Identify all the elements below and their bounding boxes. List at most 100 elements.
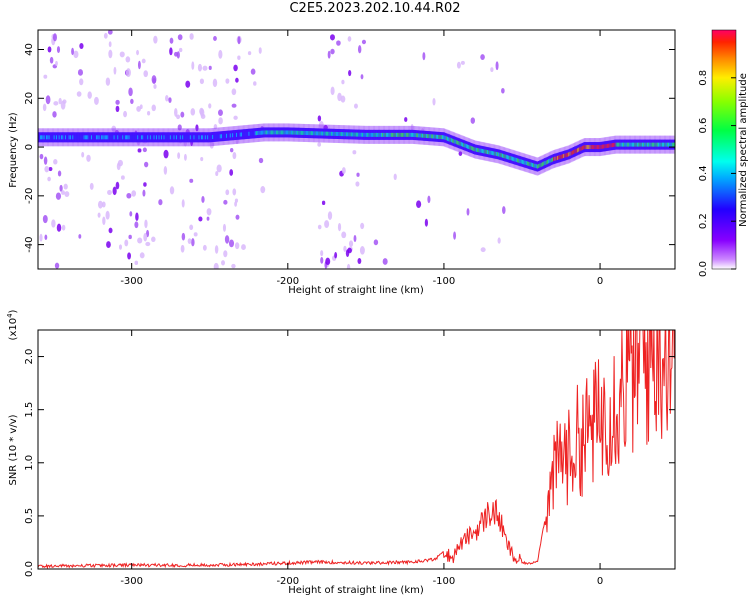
ridge-peak xyxy=(480,148,483,153)
ridge-peak xyxy=(346,132,348,137)
heat-speckle xyxy=(53,101,59,106)
ridge-peak xyxy=(548,159,550,164)
ridge-peak xyxy=(487,150,489,155)
ridge-peak xyxy=(264,130,267,135)
ridge-peak xyxy=(620,142,623,147)
heat-speckle xyxy=(44,234,48,240)
ridge-peak xyxy=(67,135,69,140)
ridge-peak xyxy=(317,131,319,136)
ridge-peak xyxy=(289,130,292,135)
heat-speckle xyxy=(58,97,62,105)
ridge-peak xyxy=(388,132,390,137)
heat-speckle xyxy=(320,250,324,257)
ridge-peak xyxy=(582,145,584,150)
ridge-peak xyxy=(508,155,510,160)
heat-speckle xyxy=(212,78,218,88)
x-tick-label: -300 xyxy=(120,276,143,287)
ridge-peak xyxy=(468,145,470,150)
heat-speckle xyxy=(144,161,149,168)
ridge-peak xyxy=(534,163,537,168)
heat-speckle xyxy=(108,49,113,59)
ridge-peak xyxy=(384,132,387,137)
heat-speckle xyxy=(125,68,131,77)
ridge-peak xyxy=(244,132,247,137)
ridge-peak xyxy=(442,135,444,140)
ridge-peak xyxy=(373,132,375,137)
heat-speckle xyxy=(229,169,234,176)
ridge-peak xyxy=(143,135,146,140)
heat-speckle xyxy=(139,104,143,110)
ridge-peak xyxy=(217,134,219,139)
ridge-peak xyxy=(609,143,611,148)
heat-speckle xyxy=(115,181,120,190)
heat-speckle xyxy=(51,219,56,228)
ridge-peak xyxy=(574,149,576,154)
heat-speckle xyxy=(112,186,117,196)
ridge-peak xyxy=(367,132,369,137)
heat-speckle xyxy=(118,244,123,250)
ridge-peak xyxy=(634,142,636,147)
ridge-peak xyxy=(154,135,157,140)
heat-speckle xyxy=(213,36,217,41)
ridge-peak xyxy=(662,142,664,147)
ridge-peak xyxy=(577,148,579,153)
heat-speckle xyxy=(225,78,230,84)
ridge-peak xyxy=(297,130,299,135)
ridge-peak xyxy=(336,131,338,136)
ridge-peak xyxy=(243,132,245,137)
ridge-peak xyxy=(413,132,415,137)
heat-speckle xyxy=(325,257,331,266)
heat-speckle xyxy=(260,186,266,194)
heat-speckle xyxy=(330,34,335,41)
ridge-peak xyxy=(448,137,450,142)
ridge-peak xyxy=(422,133,424,138)
ridge-peak xyxy=(136,135,138,140)
ridge-peak xyxy=(612,143,614,148)
ridge-peak xyxy=(607,143,609,148)
ridge-peak xyxy=(559,155,561,160)
heat-speckle xyxy=(53,159,58,165)
heat-speckle xyxy=(424,218,428,227)
ridge-peak xyxy=(383,132,385,137)
heat-speckle xyxy=(317,115,322,122)
snr-y-axis: 0.0 0.5 1.0 1.5 2.0 xyxy=(24,349,675,577)
ridge-peak xyxy=(460,142,463,147)
ridge-peak xyxy=(585,145,588,150)
ridge-peak xyxy=(600,144,603,149)
heat-speckle xyxy=(39,233,43,242)
ridge-peak xyxy=(163,135,166,140)
heat-speckle xyxy=(124,239,129,247)
heat-speckle xyxy=(480,54,485,61)
heat-speckle xyxy=(107,189,112,196)
ridge-peak xyxy=(452,138,454,143)
ridge-peak xyxy=(301,130,303,135)
heat-speckle xyxy=(153,84,157,89)
ridge-peak xyxy=(139,135,142,140)
ridge-peak xyxy=(92,135,94,140)
ridge-peak xyxy=(142,135,144,140)
ridge-peak xyxy=(238,132,240,137)
ridge-peak xyxy=(64,135,67,140)
heat-speckle xyxy=(215,171,219,177)
ridge-peak xyxy=(42,135,44,140)
ridge-peak xyxy=(403,132,405,137)
ridge-peak xyxy=(39,135,42,140)
ridge-peak xyxy=(394,132,397,137)
ridge-peak xyxy=(407,132,409,137)
ridge-peak xyxy=(512,156,514,161)
ridge-peak xyxy=(254,131,257,136)
ridge-peak xyxy=(387,132,389,137)
heat-speckle xyxy=(223,199,228,205)
ridge-peak xyxy=(341,132,343,137)
ridge-peak xyxy=(378,132,380,137)
heat-speckle xyxy=(234,198,239,203)
ridge-peak xyxy=(517,158,519,163)
heat-speckle xyxy=(340,95,346,103)
ridge-peak xyxy=(590,145,593,150)
ridge-peak xyxy=(549,158,551,163)
heat-speckle xyxy=(202,65,208,71)
ridge-peak xyxy=(567,152,569,157)
heat-speckle xyxy=(497,237,501,244)
ridge-peak xyxy=(382,132,384,137)
heat-speckle xyxy=(224,235,230,244)
